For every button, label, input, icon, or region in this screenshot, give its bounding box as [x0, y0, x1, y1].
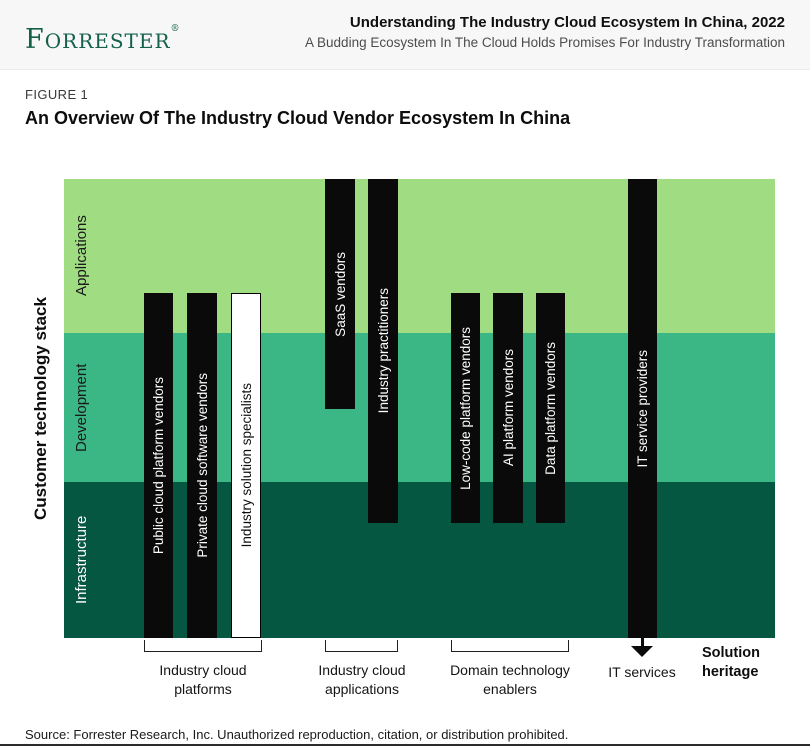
group-label-line: Domain technology — [450, 662, 570, 678]
vendor-bar-label: Public cloud platform vendors — [151, 376, 166, 555]
vendor-bar-ai-platform-vendors: AI platform vendors — [493, 293, 523, 523]
vendor-bar-industry-solution-specialists: Industry solution specialists — [231, 293, 261, 638]
report-title: Understanding The Industry Cloud Ecosyst… — [349, 14, 785, 31]
vendor-bar-data-platform-vendors: Data platform vendors — [536, 293, 565, 523]
vendor-bar-label: SaaS vendors — [332, 251, 348, 337]
forrester-logo: FORRESTER® — [25, 24, 181, 55]
vendor-bar-label: Low-code platform vendors — [458, 326, 473, 490]
vendor-bar-label: IT service providers — [635, 349, 650, 468]
vendor-bar-industry-practitioners: Industry practitioners — [368, 179, 398, 523]
vendor-bar-low-code-platform-vendors: Low-code platform vendors — [451, 293, 480, 523]
registered-mark: ® — [170, 24, 181, 34]
vendor-bar-private-cloud-software-vendors: Private cloud software vendors — [187, 293, 217, 638]
vendor-bar-public-cloud-platform-vendors: Public cloud platform vendors — [144, 293, 173, 638]
figure-label: FIGURE 1 — [25, 87, 89, 102]
bracket-industry-cloud-platforms — [144, 640, 262, 652]
band-label-development: Development — [73, 363, 90, 452]
group-label-line: platforms — [174, 681, 232, 697]
group-label-line: Industry cloud — [159, 662, 247, 678]
logo-text: F — [25, 24, 45, 55]
customer-technology-stack-axis-label: Customer technology stack — [31, 297, 50, 520]
vendor-bar-saas-vendors: SaaS vendors — [325, 179, 355, 409]
solution-heritage-label: Solution heritage — [702, 644, 760, 682]
vendor-bar-label: Industry solution specialists — [238, 383, 254, 548]
bracket-industry-cloud-applications — [325, 640, 398, 652]
header-titles: Understanding The Industry Cloud Ecosyst… — [305, 13, 785, 52]
band-label-infrastructure: Infrastructure — [73, 515, 90, 605]
group-label-line: Industry cloud — [318, 662, 406, 678]
solution-heritage-line: Solution — [702, 645, 760, 661]
group-label-industry-cloud-applications: Industry cloud applications — [282, 661, 442, 699]
band-label-applications: Applications — [73, 215, 90, 297]
vendor-bar-label: Industry practitioners — [375, 288, 391, 414]
group-label-line: IT services — [608, 664, 676, 680]
group-label-industry-cloud-platforms: Industry cloud platforms — [123, 661, 283, 699]
source-note: Source: Forrester Research, Inc. Unautho… — [25, 727, 569, 742]
it-services-arrow-stem — [641, 638, 644, 647]
solution-heritage-line: heritage — [702, 664, 759, 680]
bottom-rule — [0, 744, 810, 746]
vendor-bar-label: Data platform vendors — [543, 341, 558, 475]
down-arrow-icon — [631, 646, 653, 657]
group-label-domain-technology-enablers: Domain technology enablers — [430, 661, 590, 699]
report-header: FORRESTER® Understanding The Industry Cl… — [0, 0, 810, 70]
report-subtitle: A Budding Ecosystem In The Cloud Holds P… — [305, 35, 785, 50]
vendor-bar-it-service-providers: IT service providers — [628, 179, 657, 638]
figure-title: An Overview Of The Industry Cloud Vendor… — [25, 108, 571, 128]
group-label-line: enablers — [483, 681, 537, 697]
vendor-bar-label: Private cloud software vendors — [194, 373, 210, 558]
vendor-bar-label: AI platform vendors — [500, 349, 516, 467]
group-label-it-services: IT services — [562, 663, 722, 682]
group-label-line: applications — [325, 681, 399, 697]
bracket-domain-technology-enablers — [451, 640, 569, 652]
